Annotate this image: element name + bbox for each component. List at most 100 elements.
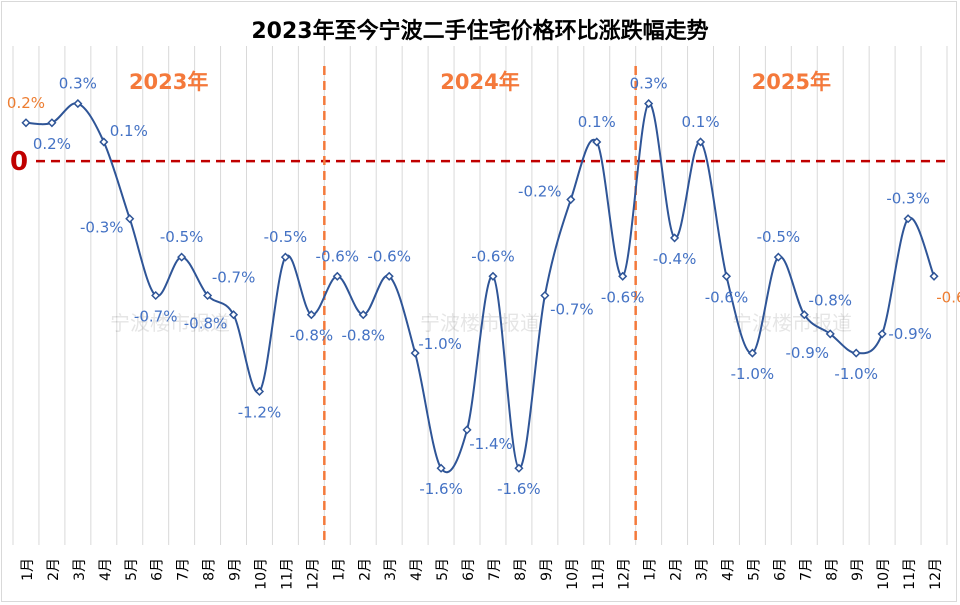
watermarks: 宁波楼市报道 宁波楼市报道 宁波楼市报道 xyxy=(110,311,852,335)
x-tick-label: 4月 xyxy=(720,558,736,581)
data-label: -0.8% xyxy=(184,315,228,333)
data-label: -1.6% xyxy=(497,480,541,498)
watermark: 宁波楼市报道 xyxy=(732,311,852,335)
x-tick-label: 12月 xyxy=(305,558,321,590)
data-point-marker xyxy=(177,252,187,262)
data-point-marker xyxy=(462,425,472,435)
data-label: -0.5% xyxy=(264,228,308,246)
x-tick-label: 2月 xyxy=(669,558,685,581)
x-tick-label: 8月 xyxy=(202,558,218,581)
data-label: 0.3% xyxy=(630,75,668,93)
x-tick-label: 8月 xyxy=(824,558,840,581)
data-label: -0.8% xyxy=(809,292,853,310)
x-tick-label: 5月 xyxy=(435,558,451,581)
data-point-marker xyxy=(306,310,316,320)
x-tick-label: 1月 xyxy=(20,558,36,581)
data-label: -1.0% xyxy=(731,365,775,383)
x-tick-label: 1月 xyxy=(643,558,659,581)
x-tick-label: 12月 xyxy=(617,558,633,590)
data-point-marker xyxy=(721,271,732,281)
data-point-marker xyxy=(592,137,602,147)
dividers: 0 2023年 2024年 2025年 xyxy=(10,66,947,545)
x-tick-label: 12月 xyxy=(928,558,944,590)
x-tick-label: 8月 xyxy=(513,558,529,581)
x-tick-label: 6月 xyxy=(461,558,477,581)
year-label: 2025年 xyxy=(752,70,831,94)
x-tick-label: 7月 xyxy=(487,558,503,581)
data-labels: 0.2% 0.2% 0.3% 0.1% -0.3% -0.7% -0.5% -0.7% -0.8… xyxy=(7,75,960,499)
x-tick-label: 9月 xyxy=(228,558,244,581)
x-tick-label: 11月 xyxy=(902,558,918,590)
year-label: 2024年 xyxy=(440,70,519,94)
data-point-marker xyxy=(825,329,835,339)
x-tick-label: 10月 xyxy=(565,558,581,590)
data-label: -0.7% xyxy=(134,308,178,326)
data-label: -0.9% xyxy=(888,325,932,343)
x-tick-label: 7月 xyxy=(798,558,814,581)
data-point-marker xyxy=(618,271,628,281)
data-label: -0.6% xyxy=(601,288,645,306)
data-label: -0.7% xyxy=(212,269,256,287)
x-tick-label: 3月 xyxy=(383,558,399,581)
data-label: 0.1% xyxy=(578,113,616,131)
data-label: -1.2% xyxy=(238,403,282,421)
x-tick-label: 2月 xyxy=(357,558,373,581)
data-point-marker xyxy=(670,233,680,243)
data-point-marker xyxy=(280,252,290,262)
watermark: 宁波楼市报道 xyxy=(110,311,230,335)
data-label: -1.0% xyxy=(834,365,878,383)
data-label: -1.6% xyxy=(419,480,463,498)
x-tick-label: 9月 xyxy=(850,558,866,581)
x-tick-label: 3月 xyxy=(72,558,88,581)
data-point-marker xyxy=(540,290,550,301)
x-tick-label: 5月 xyxy=(746,558,762,581)
data-label: -1.4% xyxy=(469,435,513,453)
data-point-marker xyxy=(695,137,706,147)
data-point-marker xyxy=(514,463,524,473)
data-label: -0.3% xyxy=(886,190,930,208)
data-point-marker xyxy=(436,463,446,473)
chart-title: 2023年至今宁波二手住宅价格环比涨跌幅走势 xyxy=(251,18,708,44)
data-point-marker xyxy=(125,214,135,224)
data-label: -0.8% xyxy=(341,327,385,345)
data-point-marker xyxy=(99,137,109,147)
data-point-marker xyxy=(566,194,576,205)
data-label: 0.1% xyxy=(681,113,719,131)
data-point-marker xyxy=(773,252,783,262)
data-point-marker xyxy=(410,348,420,358)
data-label: -0.6% xyxy=(367,247,411,265)
data-point-marker xyxy=(488,271,498,281)
data-label: -0.2% xyxy=(518,183,562,201)
data-point-marker xyxy=(747,348,757,358)
data-label: -0.7% xyxy=(550,301,594,319)
data-point-marker xyxy=(644,99,654,109)
x-tick-label: 3月 xyxy=(695,558,711,581)
data-point-marker xyxy=(332,271,342,281)
data-label: -0.6% xyxy=(471,247,515,265)
x-tick-label: 5月 xyxy=(124,558,140,581)
series-line xyxy=(25,102,935,474)
data-label: -0.8% xyxy=(290,327,334,345)
data-point-marker xyxy=(254,386,265,397)
data-point-marker xyxy=(384,271,394,281)
x-tick-label: 2月 xyxy=(46,558,62,581)
x-tick-label: 10月 xyxy=(876,558,892,590)
series xyxy=(21,99,939,474)
data-point-marker xyxy=(929,271,939,281)
data-label: 0.1% xyxy=(110,122,148,140)
data-label: -0.4% xyxy=(653,250,697,268)
data-label: -0.5% xyxy=(160,228,204,246)
data-point-marker xyxy=(203,290,213,301)
x-tick-label: 6月 xyxy=(150,558,166,581)
data-label: -1.0% xyxy=(418,335,462,353)
data-label: 0.2% xyxy=(7,94,45,112)
data-point-marker xyxy=(799,310,809,320)
data-point-marker xyxy=(358,310,368,320)
x-tick-label: 9月 xyxy=(539,558,555,581)
data-point-marker xyxy=(851,348,861,358)
data-point-marker xyxy=(47,118,57,128)
data-label: -0.3% xyxy=(80,219,124,237)
x-axis: 1月 2月 3月 4月 5月 6月 7月 8月 9月 10月 11月 12月 1月 2月 3月 4月 5月 6月 7… xyxy=(20,558,944,590)
